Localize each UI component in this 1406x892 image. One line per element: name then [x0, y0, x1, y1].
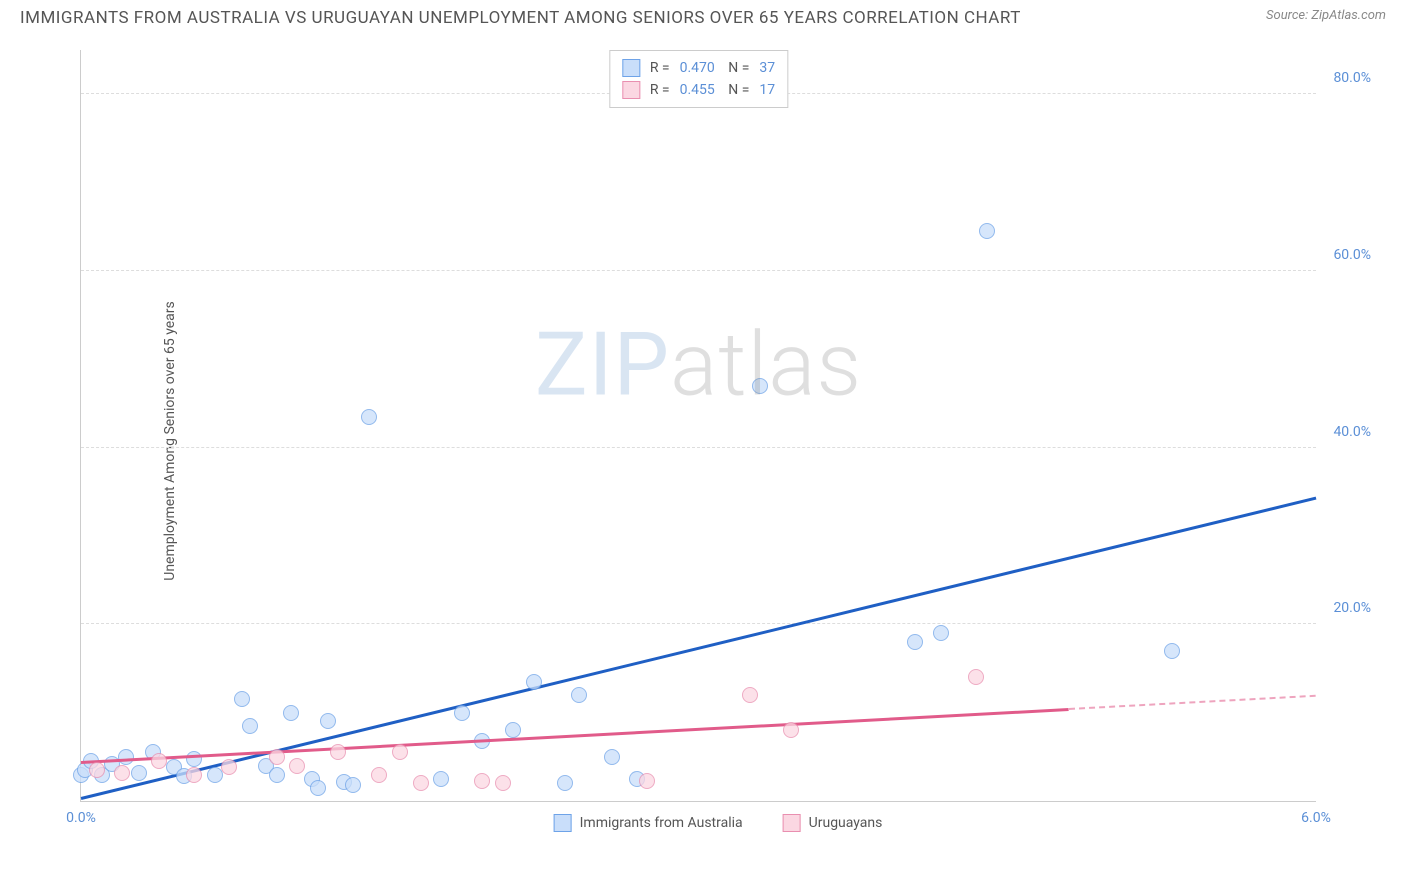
- legend-bottom: Immigrants from Australia Uruguayans: [554, 814, 883, 832]
- r-label: R =: [650, 60, 670, 76]
- y-tick-label: 40.0%: [1333, 424, 1371, 440]
- data-point: [221, 759, 237, 775]
- data-point: [907, 634, 923, 650]
- data-point: [118, 749, 134, 765]
- data-point: [495, 775, 511, 791]
- watermark: ZIPatlas: [535, 314, 862, 417]
- legend-swatch-blue: [622, 59, 640, 77]
- n-value-1: 37: [759, 60, 775, 76]
- legend-item-uruguayans: Uruguayans: [783, 814, 883, 832]
- y-tick-label: 20.0%: [1333, 600, 1371, 616]
- trend-line: [1069, 695, 1316, 710]
- watermark-zip: ZIP: [535, 314, 670, 417]
- plot-area: ZIPatlas R = 0.470 N = 37 R = 0.455 N = …: [80, 50, 1316, 802]
- x-tick-label: 6.0%: [1301, 810, 1331, 826]
- data-point: [283, 705, 299, 721]
- n-label: N =: [725, 82, 750, 98]
- data-point: [505, 722, 521, 738]
- watermark-atlas: atlas: [670, 314, 862, 417]
- n-value-2: 17: [759, 82, 775, 98]
- legend-swatch-australia: [554, 814, 572, 832]
- data-point: [413, 775, 429, 791]
- data-point: [269, 749, 285, 765]
- legend-stats-row-2: R = 0.455 N = 17: [622, 79, 775, 101]
- trend-line: [81, 496, 1317, 799]
- data-point: [345, 777, 361, 793]
- chart-title: IMMIGRANTS FROM AUSTRALIA VS URUGUAYAN U…: [20, 8, 1021, 28]
- legend-swatch-pink: [622, 81, 640, 99]
- data-point: [557, 775, 573, 791]
- data-point: [604, 749, 620, 765]
- data-point: [783, 722, 799, 738]
- chart-header: IMMIGRANTS FROM AUSTRALIA VS URUGUAYAN U…: [0, 0, 1406, 32]
- data-point: [526, 674, 542, 690]
- r-label: R =: [650, 82, 670, 98]
- data-point: [234, 691, 250, 707]
- legend-stats: R = 0.470 N = 37 R = 0.455 N = 17: [609, 50, 788, 108]
- data-point: [186, 767, 202, 783]
- r-value-2: 0.455: [680, 82, 715, 98]
- data-point: [242, 718, 258, 734]
- r-value-1: 0.470: [680, 60, 715, 76]
- data-point: [371, 767, 387, 783]
- data-point: [269, 767, 285, 783]
- data-point: [320, 713, 336, 729]
- data-point: [968, 669, 984, 685]
- data-point: [742, 687, 758, 703]
- gridline: [81, 270, 1316, 271]
- n-label: N =: [725, 60, 750, 76]
- data-point: [474, 773, 490, 789]
- data-point: [151, 753, 167, 769]
- data-point: [114, 765, 130, 781]
- data-point: [639, 773, 655, 789]
- data-point: [310, 780, 326, 796]
- legend-stats-row-1: R = 0.470 N = 37: [622, 57, 775, 79]
- data-point: [979, 223, 995, 239]
- x-tick-label: 0.0%: [66, 810, 96, 826]
- data-point: [1164, 643, 1180, 659]
- data-point: [330, 744, 346, 760]
- data-point: [454, 705, 470, 721]
- source-label: Source: ZipAtlas.com: [1266, 8, 1386, 23]
- data-point: [433, 771, 449, 787]
- data-point: [289, 758, 305, 774]
- legend-item-australia: Immigrants from Australia: [554, 814, 743, 832]
- data-point: [89, 762, 105, 778]
- data-point: [361, 409, 377, 425]
- legend-label-uruguayans: Uruguayans: [809, 815, 883, 831]
- data-point: [752, 378, 768, 394]
- y-tick-label: 80.0%: [1333, 70, 1371, 86]
- data-point: [933, 625, 949, 641]
- data-point: [571, 687, 587, 703]
- trend-line: [81, 708, 1069, 764]
- data-point: [131, 765, 147, 781]
- gridline: [81, 623, 1316, 624]
- chart-container: Unemployment Among Seniors over 65 years…: [60, 50, 1376, 832]
- data-point: [392, 744, 408, 760]
- y-tick-label: 60.0%: [1333, 247, 1371, 263]
- gridline: [81, 447, 1316, 448]
- data-point: [186, 751, 202, 767]
- legend-label-australia: Immigrants from Australia: [580, 815, 743, 831]
- legend-swatch-uruguayans: [783, 814, 801, 832]
